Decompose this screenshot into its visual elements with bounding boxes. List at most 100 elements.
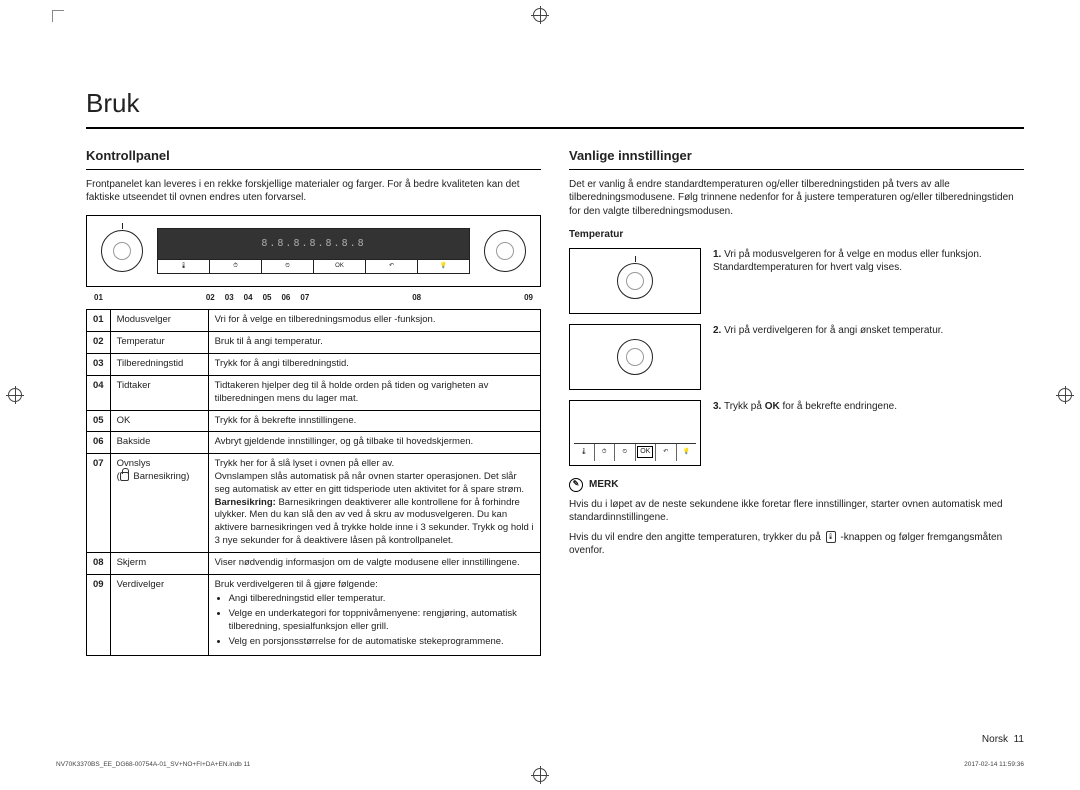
row-name: Modusvelger bbox=[110, 310, 208, 332]
section-rule bbox=[86, 169, 541, 170]
row-name: Temperatur bbox=[110, 332, 208, 354]
footer-page-number: 11 bbox=[1014, 734, 1024, 745]
thermometer-icon: 🌡 bbox=[826, 531, 836, 543]
light-icon: 💡 bbox=[418, 260, 469, 273]
row-num: 03 bbox=[87, 354, 111, 376]
row-num: 04 bbox=[87, 375, 111, 410]
note-heading: ✎ MERK bbox=[569, 478, 1024, 492]
title-rule bbox=[86, 127, 1024, 129]
note-body-1: Hvis du i løpet av de neste sekundene ik… bbox=[569, 498, 1024, 525]
timer-icon: ⏲ bbox=[615, 444, 636, 461]
kontrollpanel-intro: Frontpanelet kan leveres i en rekke fors… bbox=[86, 178, 541, 205]
time-icon: ⏱ bbox=[595, 444, 616, 461]
row-desc: Trykk her for å slå lyset i ovnen på ell… bbox=[208, 454, 540, 553]
note-body-2: Hvis du vil endre den angitte temperatur… bbox=[569, 531, 1024, 558]
left-column: Kontrollpanel Frontpanelet kan leveres i… bbox=[86, 147, 541, 656]
step3-figure: 🌡 ⏱ ⏲ OK ↶ 💡 bbox=[569, 400, 701, 466]
lock-icon bbox=[120, 472, 129, 481]
mode-dial-icon bbox=[101, 230, 143, 272]
note-label: MERK bbox=[589, 478, 618, 492]
row-desc: Avbryt gjeldende innstillinger, og gå ti… bbox=[208, 432, 540, 454]
table-row: 04 Tidtaker Tidtakeren hjelper deg til å… bbox=[87, 375, 541, 410]
row-name: Tidtaker bbox=[110, 375, 208, 410]
step-2: 2. Vri på verdivelgeren for å angi ønske… bbox=[569, 324, 1024, 390]
right-column: Vanlige innstillinger Det er vanlig å en… bbox=[569, 147, 1024, 656]
callout: 03 bbox=[225, 293, 234, 304]
step2-text: 2. Vri på verdivelgeren for å angi ønske… bbox=[713, 324, 943, 338]
value-dial-icon bbox=[617, 339, 653, 375]
row-name: Skjerm bbox=[110, 552, 208, 574]
button-strip: 🌡 ⏱ ⏲ OK ↶ 💡 bbox=[574, 443, 696, 461]
row-desc: Bruk til å angi temperatur. bbox=[208, 332, 540, 354]
callout: 09 bbox=[524, 293, 533, 304]
list-item: Angi tilberedningstid eller temperatur. bbox=[229, 593, 534, 606]
list-item: Velg en porsjonsstørrelse for de automat… bbox=[229, 636, 534, 649]
table-row: 08 Skjerm Viser nødvendig informasjon om… bbox=[87, 552, 541, 574]
controls-table: 01 Modusvelger Vri for å velge en tilber… bbox=[86, 309, 541, 655]
note-icon: ✎ bbox=[569, 478, 583, 492]
footer-meta-left: NV70K3370BS_EE_DG68-00754A-01_SV+NO+FI+D… bbox=[56, 761, 250, 770]
value-dial-icon bbox=[484, 230, 526, 272]
row-num: 01 bbox=[87, 310, 111, 332]
back-icon: ↶ bbox=[366, 260, 418, 273]
table-row: 05 OK Trykk for å bekrefte innstillingen… bbox=[87, 410, 541, 432]
callout: 04 bbox=[244, 293, 253, 304]
timer-icon: ⏲ bbox=[262, 260, 314, 273]
mode-dial-icon bbox=[617, 263, 653, 299]
footer-language: Norsk bbox=[982, 734, 1008, 745]
callout: 01 bbox=[94, 293, 103, 304]
table-row: 07 Ovnslys ( Barnesikring) Trykk her for… bbox=[87, 454, 541, 553]
ok-icon: OK bbox=[314, 260, 366, 273]
step-3: 🌡 ⏱ ⏲ OK ↶ 💡 3. Trykk på OK for å bekref… bbox=[569, 400, 1024, 466]
row-num: 05 bbox=[87, 410, 111, 432]
step3-text: 3. Trykk på OK for å bekrefte endringene… bbox=[713, 400, 897, 414]
row-name: Tilberedningstid bbox=[110, 354, 208, 376]
table-row: 03 Tilberedningstid Trykk for å angi til… bbox=[87, 354, 541, 376]
light-icon: 💡 bbox=[677, 444, 697, 461]
row-num: 02 bbox=[87, 332, 111, 354]
row-name: OK bbox=[110, 410, 208, 432]
callout: 06 bbox=[281, 293, 290, 304]
row-desc: Viser nødvendig informasjon om de valgte… bbox=[208, 552, 540, 574]
table-row: 09 Verdivelger Bruk verdivelgeren til å … bbox=[87, 574, 541, 655]
page-footer: Norsk 11 bbox=[982, 733, 1024, 747]
row-num: 09 bbox=[87, 574, 111, 655]
callout: 02 bbox=[206, 293, 215, 304]
page-title: Bruk bbox=[86, 86, 1024, 121]
callout-numbers: 01 02 03 04 05 06 07 08 09 bbox=[86, 293, 541, 310]
step-1: 1. Vri på modusvelgeren for å velge en m… bbox=[569, 248, 1024, 314]
list-item: Velge en underkategori for toppnivåmenye… bbox=[229, 608, 534, 634]
temp-icon: 🌡 bbox=[158, 260, 210, 273]
section-rule bbox=[569, 169, 1024, 170]
step1-text: 1. Vri på modusvelgeren for å velge en m… bbox=[713, 248, 1024, 275]
back-icon: ↶ bbox=[656, 444, 677, 461]
temperatur-subhead: Temperatur bbox=[569, 228, 1024, 242]
step1-figure bbox=[569, 248, 701, 314]
step2-figure bbox=[569, 324, 701, 390]
display-icon: 8.8.8.8.8.8.8 🌡 ⏱ ⏲ OK ↶ 💡 bbox=[157, 228, 470, 274]
row-num: 07 bbox=[87, 454, 111, 553]
row-desc: Trykk for å angi tilberedningstid. bbox=[208, 354, 540, 376]
row-name: Ovnslys ( Barnesikring) bbox=[110, 454, 208, 553]
row-desc: Bruk verdivelgeren til å gjøre følgende:… bbox=[208, 574, 540, 655]
vanlige-heading: Vanlige innstillinger bbox=[569, 147, 1024, 165]
footer-meta-right: 2017-02-14 11:59:36 bbox=[964, 761, 1024, 770]
kontrollpanel-heading: Kontrollpanel bbox=[86, 147, 541, 165]
row-desc: Tidtakeren hjelper deg til å holde orden… bbox=[208, 375, 540, 410]
row-name: Verdivelger bbox=[110, 574, 208, 655]
table-row: 01 Modusvelger Vri for å velge en tilber… bbox=[87, 310, 541, 332]
callout: 07 bbox=[300, 293, 309, 304]
row-name: Bakside bbox=[110, 432, 208, 454]
row-desc: Trykk for å bekrefte innstillingene. bbox=[208, 410, 540, 432]
vanlige-intro: Det er vanlig å endre standardtemperatur… bbox=[569, 178, 1024, 219]
temp-icon: 🌡 bbox=[574, 444, 595, 461]
display-buttons-row: 🌡 ⏱ ⏲ OK ↶ 💡 bbox=[158, 259, 469, 273]
callout: 05 bbox=[263, 293, 272, 304]
row-num: 06 bbox=[87, 432, 111, 454]
row-num: 08 bbox=[87, 552, 111, 574]
columns: Kontrollpanel Frontpanelet kan leveres i… bbox=[86, 147, 1024, 656]
display-screen: 8.8.8.8.8.8.8 bbox=[158, 229, 469, 259]
table-row: 06 Bakside Avbryt gjeldende innstillinge… bbox=[87, 432, 541, 454]
control-panel-diagram: 8.8.8.8.8.8.8 🌡 ⏱ ⏲ OK ↶ 💡 bbox=[86, 215, 541, 287]
row-desc: Vri for å velge en tilberedningsmodus el… bbox=[208, 310, 540, 332]
